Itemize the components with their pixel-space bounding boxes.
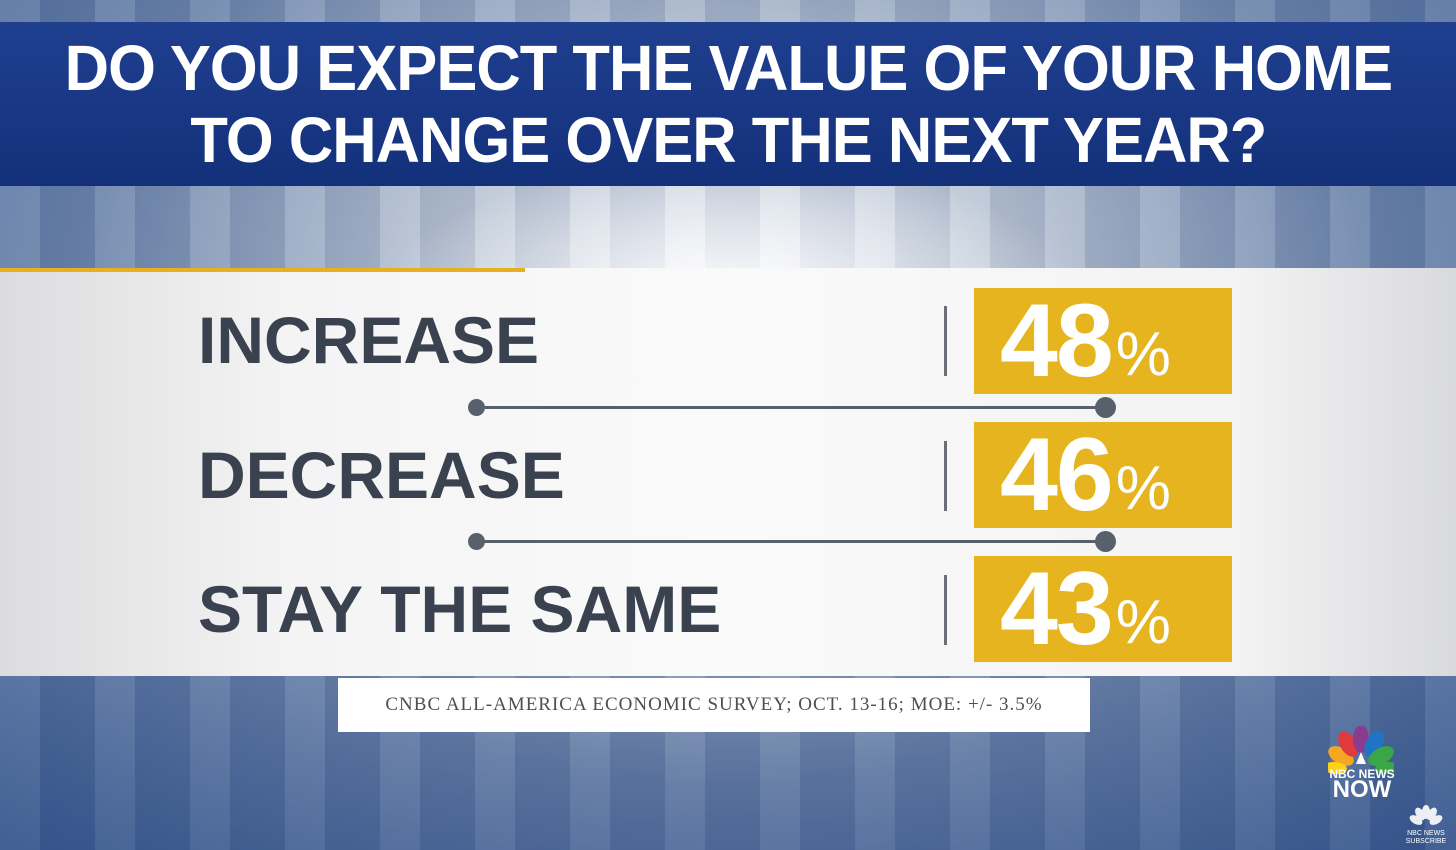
title-banner: DO YOU EXPECT THE VALUE OF YOUR HOME TO … [0, 22, 1456, 186]
network-name: NBC NEWS [1329, 767, 1395, 781]
row-separator [944, 306, 947, 376]
row-connector-line [477, 540, 1105, 543]
network-now: NOW [1332, 776, 1392, 803]
subscribe-peacock-icon[interactable] [1404, 802, 1448, 846]
panel-accent-line [0, 268, 525, 272]
value-number: 48 [1000, 282, 1114, 399]
row-label-stay-the-same: STAY THE SAME [198, 572, 722, 646]
value-box-decrease: 46 % [974, 417, 1232, 533]
percent-sign: % [1115, 319, 1171, 389]
subscribe-line-1: NBC NEWS [1407, 830, 1445, 837]
row-label-decrease: DECREASE [198, 438, 565, 512]
nbc-peacock-icon [1328, 726, 1394, 775]
row-separator [944, 575, 947, 645]
connector-dot-start [468, 399, 485, 416]
title-line-1: DO YOU EXPECT THE VALUE OF YOUR HOME [64, 32, 1392, 104]
connector-dot-end [1095, 397, 1116, 418]
row-separator [944, 441, 947, 511]
value-box-stay-the-same: 43 % [974, 551, 1232, 667]
row-connector-line [477, 406, 1105, 409]
value-number: 46 [1000, 416, 1114, 533]
value-box-increase: 48 % [974, 283, 1232, 399]
title-line-2: TO CHANGE OVER THE NEXT YEAR? [190, 104, 1267, 176]
connector-dot-start [468, 533, 485, 550]
source-caption: CNBC ALL-AMERICA ECONOMIC SURVEY; OCT. 1… [338, 678, 1090, 732]
source-text: CNBC ALL-AMERICA ECONOMIC SURVEY; OCT. 1… [385, 694, 1043, 715]
connector-dot-end [1095, 531, 1116, 552]
value-number: 43 [1000, 550, 1114, 667]
row-label-increase: INCREASE [198, 303, 540, 377]
percent-sign: % [1115, 453, 1171, 523]
subscribe-line-2: SUBSCRIBE [1405, 838, 1447, 845]
percent-sign: % [1115, 587, 1171, 657]
subscribe-label[interactable]: NBC NEWS SUBSCRIBE [1398, 830, 1454, 846]
